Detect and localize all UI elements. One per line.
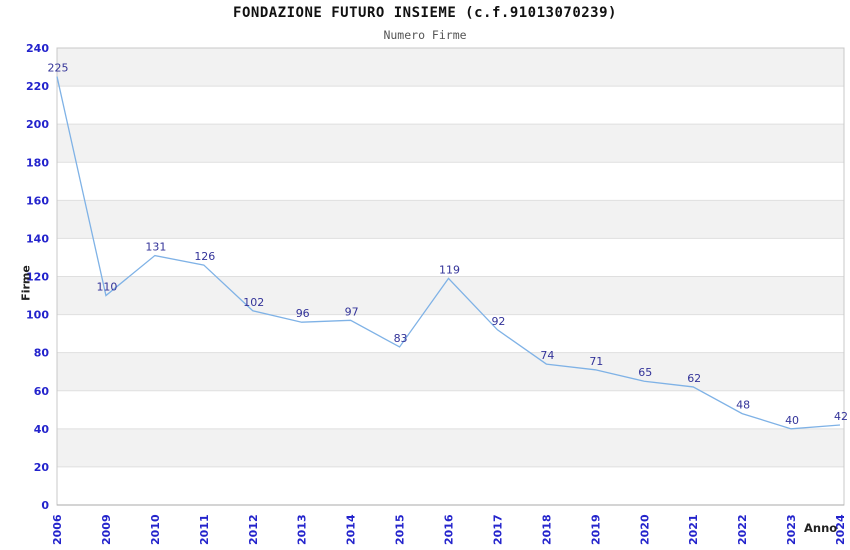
- data-point-label: 71: [589, 355, 603, 368]
- data-point-label: 110: [96, 281, 117, 294]
- chart-title: FONDAZIONE FUTURO INSIEME (c.f.910130702…: [233, 5, 617, 21]
- data-point-label: 92: [491, 315, 505, 328]
- data-point-label: 97: [345, 305, 359, 318]
- y-tick-label: 240: [26, 42, 49, 55]
- chart-subtitle: Numero Firme: [383, 28, 467, 42]
- y-tick-label: 40: [34, 423, 50, 436]
- y-tick-label: 0: [41, 499, 49, 512]
- data-point-label: 119: [439, 263, 460, 276]
- y-tick-label: 160: [26, 194, 49, 207]
- x-tick-label: 2012: [247, 514, 260, 545]
- data-point-label: 65: [638, 366, 652, 379]
- plot-band: [57, 200, 844, 239]
- plot-band: [57, 352, 844, 391]
- y-tick-label: 140: [26, 232, 49, 245]
- data-point-label: 74: [540, 349, 554, 362]
- x-tick-label: 2018: [540, 514, 553, 545]
- y-axis-label: Firme: [19, 265, 33, 301]
- y-tick-label: 80: [34, 347, 50, 360]
- data-point-label: 96: [296, 307, 310, 320]
- y-tick-label: 180: [26, 156, 49, 169]
- plot-band: [57, 276, 844, 315]
- x-tick-label: 2017: [491, 514, 504, 545]
- x-tick-label: 2021: [687, 514, 700, 545]
- y-tick-label: 20: [34, 461, 50, 474]
- x-tick-label: 2022: [736, 514, 749, 545]
- plot-band: [57, 428, 844, 467]
- y-tick-label: 200: [26, 118, 49, 131]
- x-axis-label: Anno: [804, 521, 838, 535]
- plot-band: [57, 124, 844, 163]
- data-point-label: 40: [785, 414, 799, 427]
- x-tick-label: 2013: [296, 514, 309, 545]
- data-point-label: 131: [145, 241, 166, 254]
- data-point-label: 48: [736, 399, 750, 412]
- y-tick-label: 60: [34, 385, 50, 398]
- x-tick-label: 2020: [638, 514, 651, 545]
- x-tick-label: 2010: [149, 514, 162, 545]
- x-tick-label: 2006: [51, 514, 64, 545]
- y-tick-label: 120: [26, 271, 49, 284]
- data-point-label: 126: [194, 250, 215, 263]
- data-point-label: 42: [834, 410, 848, 423]
- x-tick-label: 2014: [345, 514, 358, 545]
- data-point-label: 62: [687, 372, 701, 385]
- x-tick-label: 2011: [198, 514, 211, 545]
- x-tick-label: 2015: [394, 514, 407, 545]
- x-tick-label: 2009: [100, 514, 113, 545]
- data-point-label: 225: [48, 62, 69, 75]
- data-point-label: 102: [243, 296, 264, 309]
- x-tick-label: 2019: [589, 514, 602, 545]
- series-line: [56, 76, 841, 430]
- x-tick-label: 2024: [834, 514, 847, 545]
- x-tick-label: 2023: [785, 514, 798, 545]
- data-point-label: 83: [394, 332, 408, 345]
- x-tick-label: 2016: [443, 514, 456, 545]
- plot-band: [57, 48, 844, 87]
- y-tick-label: 220: [26, 80, 49, 93]
- y-tick-label: 100: [26, 309, 49, 322]
